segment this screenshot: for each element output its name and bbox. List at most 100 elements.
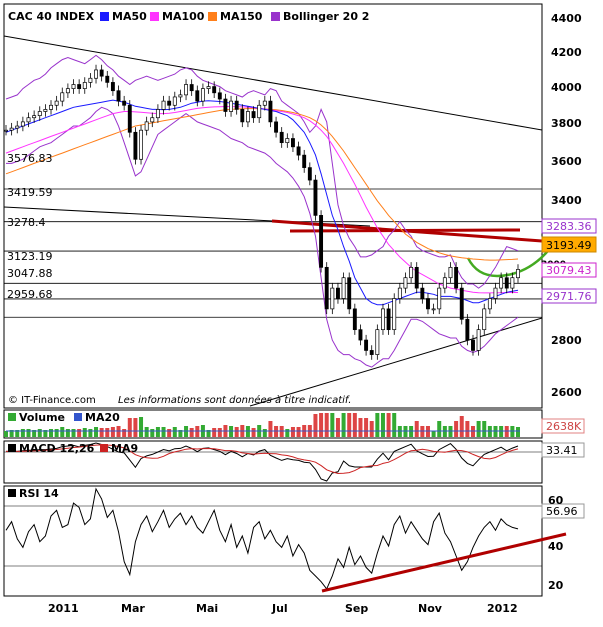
rsi-y-tick: 60 (548, 494, 564, 507)
candle-body (324, 266, 329, 310)
candle-body (493, 287, 498, 299)
candle-body (290, 138, 295, 148)
y-tick-label: 3400 (551, 194, 582, 207)
legend-label-ma150: MA150 (220, 10, 263, 23)
volume-bar (212, 428, 217, 437)
volume-bar (54, 429, 59, 437)
volume-bar (313, 414, 318, 437)
volume-bar (437, 421, 442, 437)
value-tag-rsi (541, 503, 585, 519)
macd-ma9-swatch (100, 444, 108, 452)
volume-bar (364, 418, 369, 437)
candle-body (60, 92, 65, 102)
candle-body (499, 277, 504, 289)
candle-body (403, 277, 408, 289)
candle-body (510, 277, 515, 289)
volume-bar (268, 421, 273, 437)
x-tick-label: Nov (418, 602, 443, 615)
candle-body (330, 287, 335, 310)
candle-body (279, 131, 284, 144)
candle-body (77, 84, 82, 89)
volume-bar (71, 429, 76, 437)
y-tick-label: 2800 (551, 334, 582, 347)
candle-body (245, 111, 250, 123)
candle-body (442, 277, 447, 289)
candle-body (369, 350, 374, 355)
volume-bar (285, 429, 290, 437)
candle-body (234, 100, 239, 110)
bollinger-lower-line (6, 106, 519, 368)
volume-bar (206, 430, 211, 437)
value-tag-bb-lower-text: 2971.76 (546, 290, 592, 303)
volume-bar (459, 416, 464, 437)
volume-bar (380, 413, 385, 437)
volume-bar (341, 413, 346, 437)
volume-bar (217, 428, 222, 437)
candle-body (268, 100, 273, 123)
candle-body (487, 298, 492, 310)
candle-body (420, 287, 425, 299)
macd-legend-label: MACD 12,26 (19, 442, 95, 455)
legend-swatch-bollinger (271, 12, 280, 21)
candle-body (71, 84, 76, 89)
value-tag-close-text: 3193.49 (546, 239, 592, 252)
volume-bar (26, 429, 31, 437)
rsi-line (5, 487, 519, 590)
candle-body (189, 84, 194, 92)
volume-bar (330, 413, 335, 437)
bollinger-upper-line (5, 54, 519, 289)
volume-bar (20, 429, 25, 437)
legend-label-ma100: MA100 (162, 10, 205, 23)
candle-body (217, 92, 222, 100)
candle-body (82, 82, 87, 89)
volume-bar (60, 427, 65, 437)
candle-body (426, 298, 430, 310)
candle-body (4, 129, 8, 132)
macd-signal-line (6, 444, 519, 475)
candle-body (431, 308, 436, 311)
volume-bar (369, 421, 374, 437)
y-tick-label: 4200 (551, 46, 582, 59)
candle-body (347, 277, 352, 310)
volume-bar (43, 430, 48, 437)
candle-body (150, 117, 155, 123)
x-tick-label: Mai (196, 602, 218, 615)
trendline-top (3, 35, 543, 131)
volume-bar (392, 413, 397, 437)
volume-bar (167, 429, 172, 437)
volume-bar (161, 427, 166, 437)
volume-bar (4, 431, 8, 437)
volume-bar (290, 427, 295, 437)
rsi-y-tick: 20 (548, 579, 564, 592)
volume-bar (335, 418, 340, 437)
volume-bar (133, 418, 138, 437)
volume-bar (414, 421, 419, 437)
value-tag-macd (541, 442, 585, 458)
value-tag-volume-text: 2638K (546, 420, 582, 433)
candle-body (105, 75, 110, 83)
candle-body (32, 115, 37, 119)
volume-bar (88, 429, 93, 437)
legend-label-ma50: MA50 (112, 10, 147, 23)
candle-body (184, 84, 188, 96)
candle-body (144, 121, 149, 131)
volume-bar (358, 418, 363, 437)
volume-bar (454, 421, 459, 437)
x-tick-label: Sep (345, 602, 368, 615)
candle-body (375, 329, 380, 355)
volume-bar (65, 429, 70, 437)
rsi-y-tick: 40 (548, 540, 564, 553)
disclaimer-text: Les informations sont données à titre in… (118, 394, 351, 406)
ma50-line (5, 99, 519, 306)
volume-bar (15, 430, 20, 437)
candle-body (274, 121, 279, 133)
candle-body (200, 88, 205, 102)
level-label: 2959.68 (7, 288, 53, 301)
volume-bar (122, 429, 127, 437)
candle-body (26, 117, 31, 123)
volume-bar (150, 429, 155, 437)
candle-body (167, 100, 172, 106)
macd-legend-swatch (8, 444, 16, 452)
candle-body (341, 277, 346, 299)
candle-body (296, 146, 301, 156)
